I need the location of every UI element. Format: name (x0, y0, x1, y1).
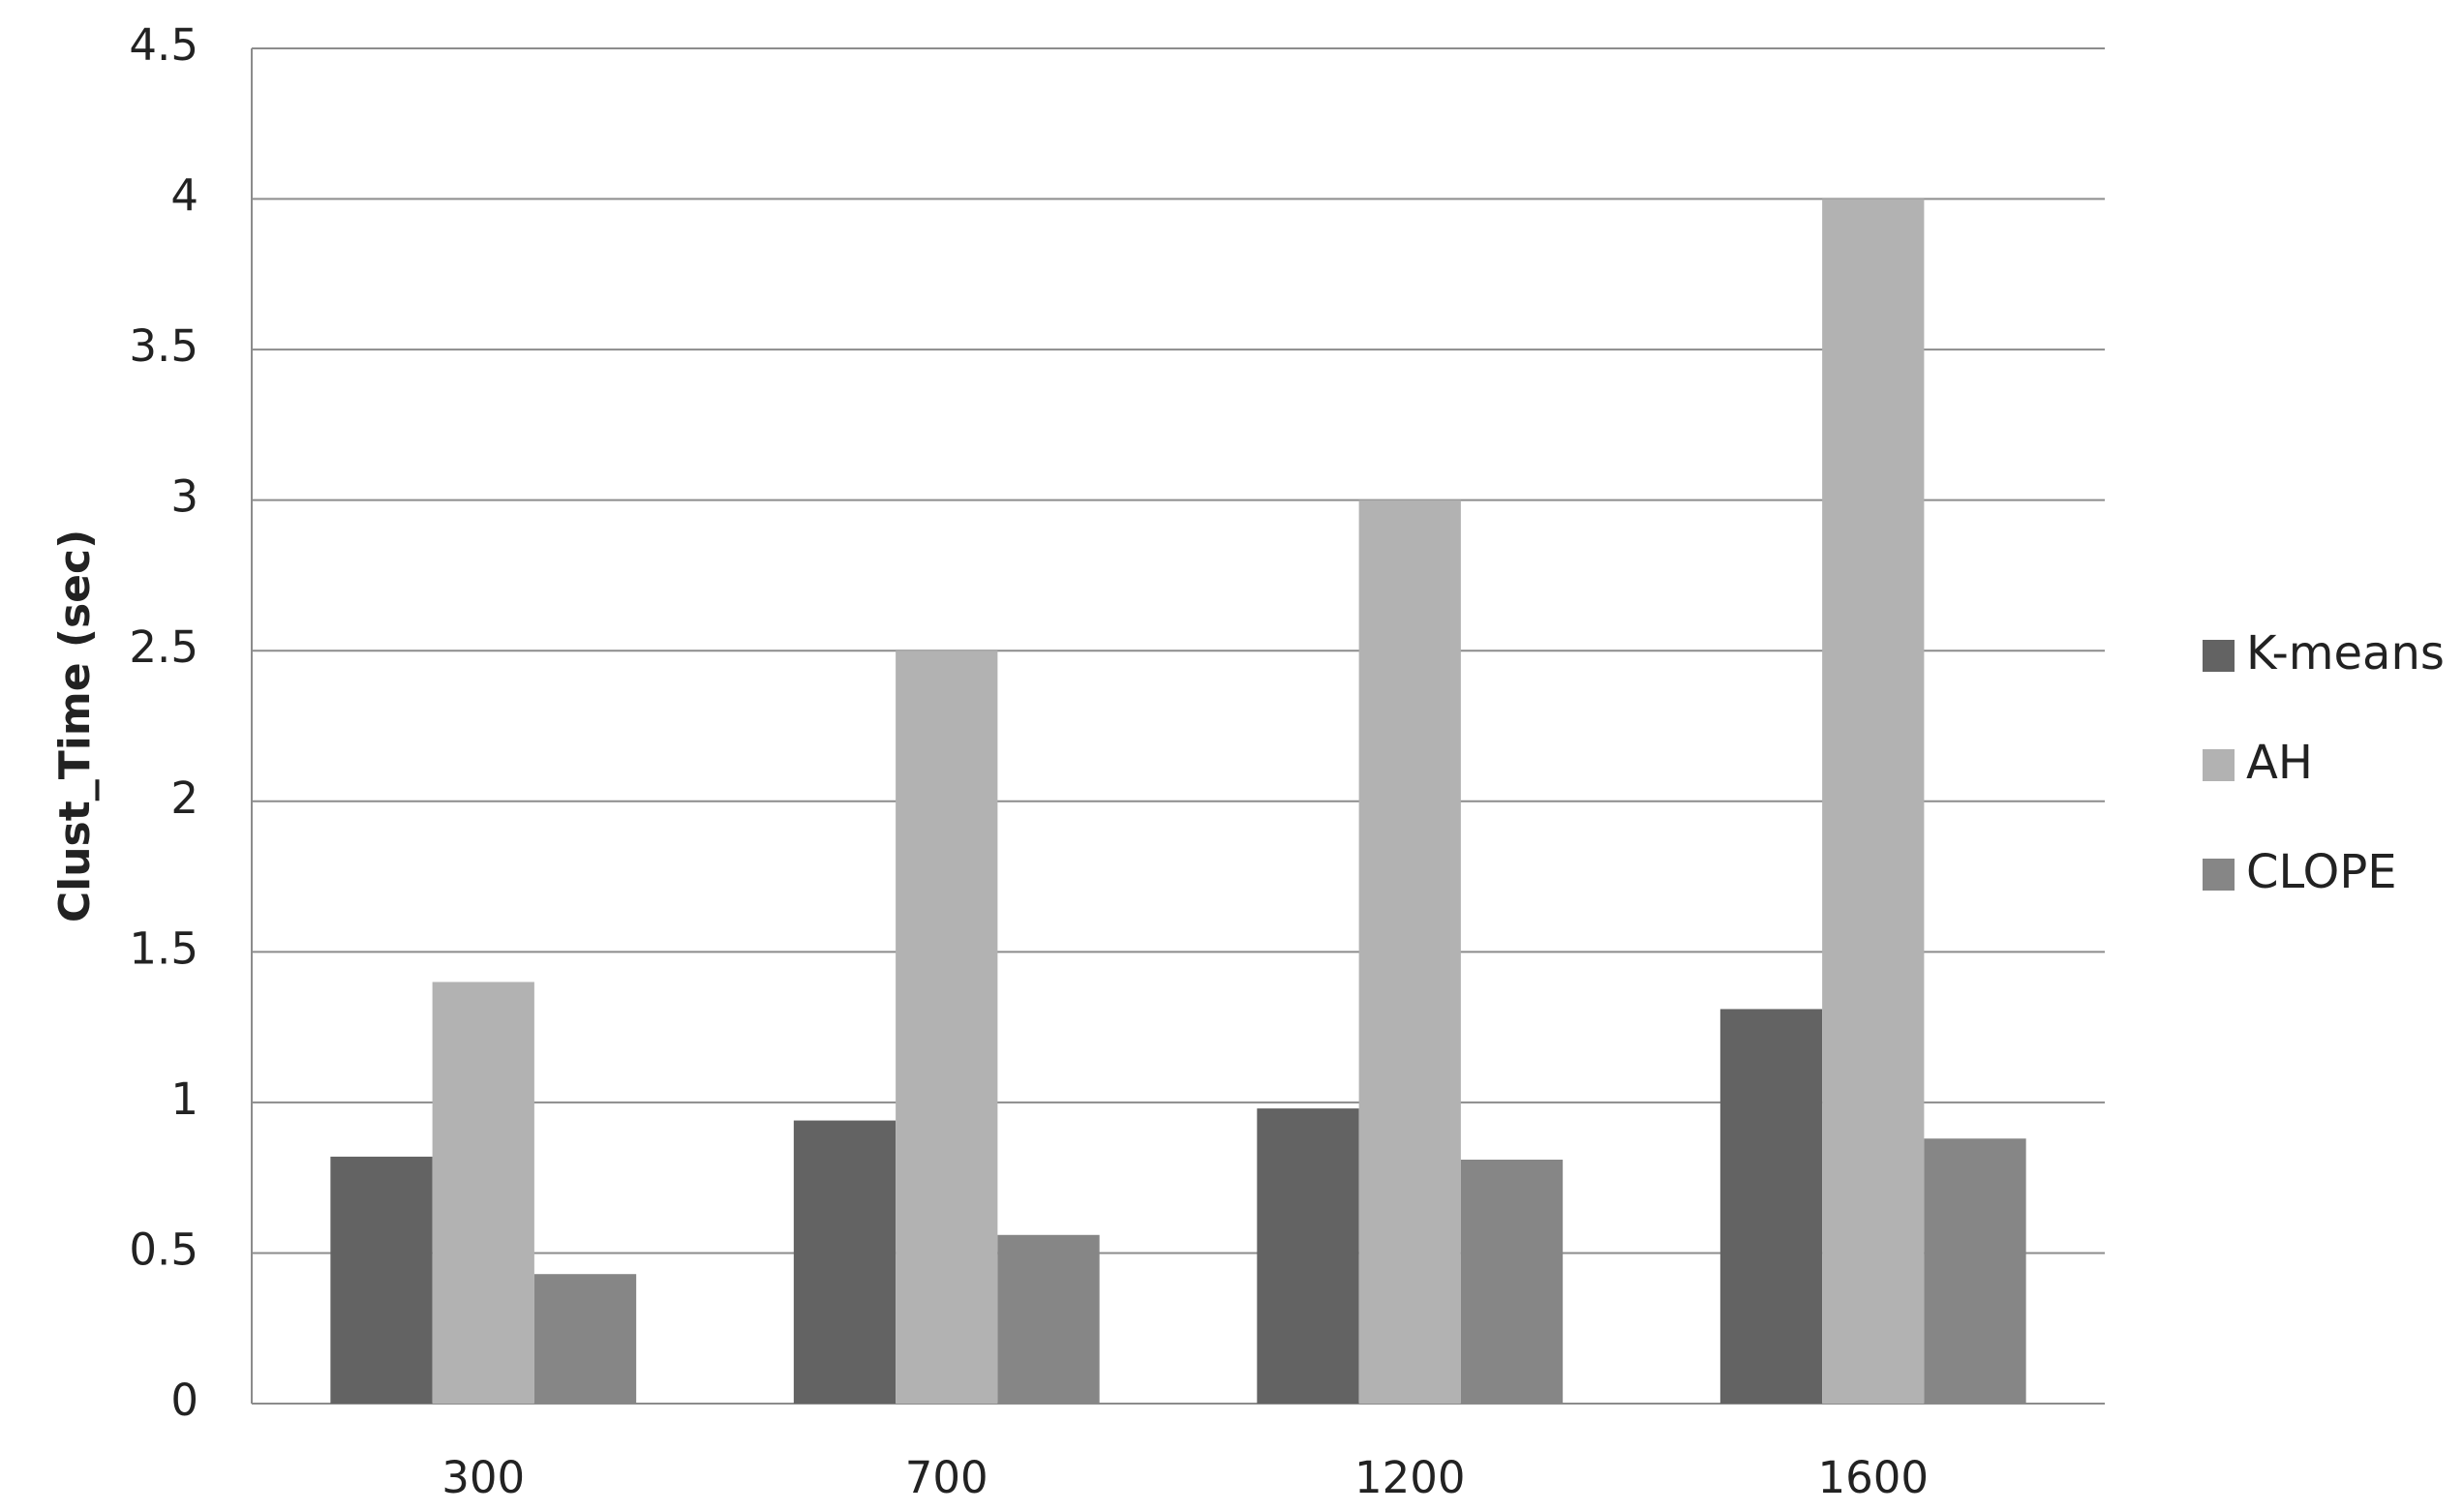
bar (1460, 1160, 1564, 1404)
legend-label: K-means (2246, 626, 2445, 680)
bar (1924, 1138, 2026, 1404)
legend-swatch (2203, 749, 2235, 781)
x-tick-label: 1200 (1354, 1452, 1466, 1503)
y-tick-label: 3 (170, 471, 198, 523)
bar (896, 650, 998, 1404)
y-axis-title: Clust_Time (sec) (50, 529, 100, 922)
legend-label: AH (2246, 736, 2313, 790)
x-tick-label: 300 (441, 1452, 525, 1503)
y-tick-label: 4 (170, 170, 198, 222)
bar (533, 1274, 637, 1404)
bar (793, 1120, 897, 1404)
y-tick-label: 1 (170, 1074, 198, 1125)
bar (330, 1156, 433, 1404)
x-tick-label: 1600 (1817, 1452, 1929, 1503)
bar (997, 1234, 1100, 1404)
y-tick-label: 3.5 (129, 320, 198, 372)
y-tick-label: 2.5 (129, 621, 198, 673)
legend-swatch (2203, 859, 2235, 891)
bar (1257, 1108, 1359, 1404)
bar (1358, 499, 1461, 1404)
bar (1822, 198, 1925, 1405)
y-tick-label: 1.5 (129, 922, 198, 974)
y-tick-label: 4.5 (129, 19, 198, 71)
y-tick-label: 0 (170, 1375, 198, 1426)
bar (1719, 1009, 1823, 1404)
legend-swatch (2203, 640, 2235, 672)
y-tick-label: 2 (170, 772, 198, 824)
bar (432, 982, 534, 1404)
legend-label: CLOPE (2246, 845, 2397, 899)
y-tick-label: 0.5 (129, 1224, 198, 1275)
x-tick-label: 700 (905, 1452, 988, 1503)
